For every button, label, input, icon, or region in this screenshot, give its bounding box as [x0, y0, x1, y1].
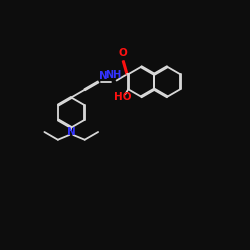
Text: NH: NH [106, 70, 122, 80]
Text: N: N [99, 71, 108, 81]
Text: O: O [118, 48, 127, 58]
Text: HO: HO [114, 92, 132, 102]
Text: N: N [67, 127, 76, 137]
